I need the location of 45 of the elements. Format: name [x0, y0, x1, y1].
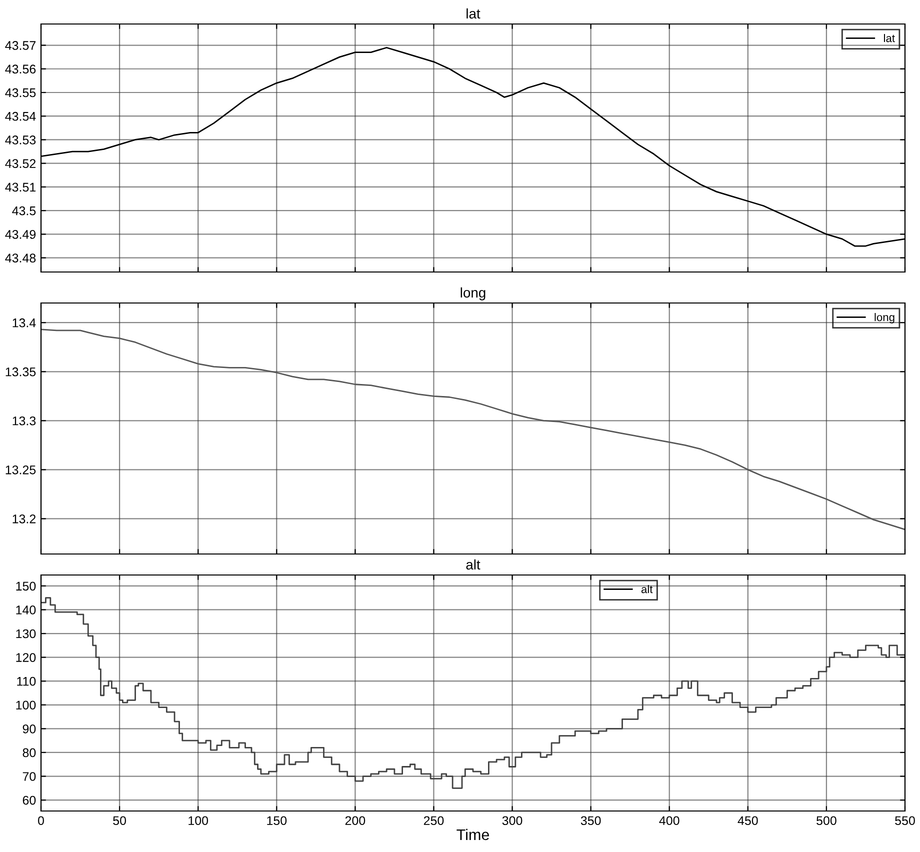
- x-tick-label: 150: [267, 816, 287, 826]
- y-tick-label: 43.56: [5, 64, 36, 74]
- y-tick-label: 60: [22, 796, 36, 805]
- y-tick-label: 43.51: [5, 182, 36, 192]
- text: long: [874, 313, 894, 324]
- y-tick-label: 150: [16, 582, 36, 591]
- y-tick-label: 13.35: [6, 367, 36, 376]
- x-tick-label: 200: [345, 816, 366, 826]
- legend-label: lat: [884, 34, 895, 42]
- y-tick-label: 110: [17, 676, 36, 686]
- chart-title: alt: [466, 559, 480, 570]
- x-axis-title: Time: [456, 828, 490, 840]
- y-tick-label: 43.55: [5, 88, 36, 98]
- y-tick-label: 90: [22, 724, 36, 734]
- y-tick-label: 43.54: [5, 112, 36, 121]
- y-tick-label: 43.5: [12, 206, 36, 216]
- x-tick-label: 550: [895, 816, 915, 826]
- x-tick-label: 350: [580, 816, 601, 826]
- y-tick-label: 120: [16, 653, 36, 662]
- x-tick-label: 300: [502, 816, 522, 826]
- y-tick-label: 43.49: [5, 230, 36, 239]
- x-tick-label: 50: [113, 816, 126, 826]
- line-series: [41, 328, 905, 530]
- x-tick-label: 450: [738, 816, 758, 826]
- x-tick-label: 400: [659, 816, 680, 826]
- y-tick-label: 140: [16, 606, 36, 614]
- y-tick-label: 70: [22, 772, 36, 781]
- y-tick-label: 100: [16, 700, 36, 710]
- x-tick-label: 500: [816, 816, 836, 826]
- y-tick-label: 43.57: [5, 41, 36, 50]
- y-tick-label: 130: [16, 629, 36, 638]
- x-tick-label: 250: [424, 816, 444, 826]
- y-tick-label: 43.52: [5, 159, 36, 168]
- y-tick-label: 13.4: [12, 318, 36, 328]
- y-tick-label: 13.3: [12, 416, 36, 426]
- x-tick-label: 0: [38, 816, 44, 826]
- y-tick-label: 13.2: [12, 514, 36, 524]
- y-tick-label: 13.25: [6, 465, 36, 474]
- text: alt: [641, 585, 653, 594]
- chart-title: lat: [466, 8, 480, 19]
- y-tick-label: 80: [22, 748, 36, 758]
- chart-title: long: [460, 287, 486, 300]
- y-tick-label: 43.53: [5, 136, 36, 144]
- y-tick-label: 43.48: [5, 254, 36, 262]
- x-tick-label: 100: [188, 816, 208, 826]
